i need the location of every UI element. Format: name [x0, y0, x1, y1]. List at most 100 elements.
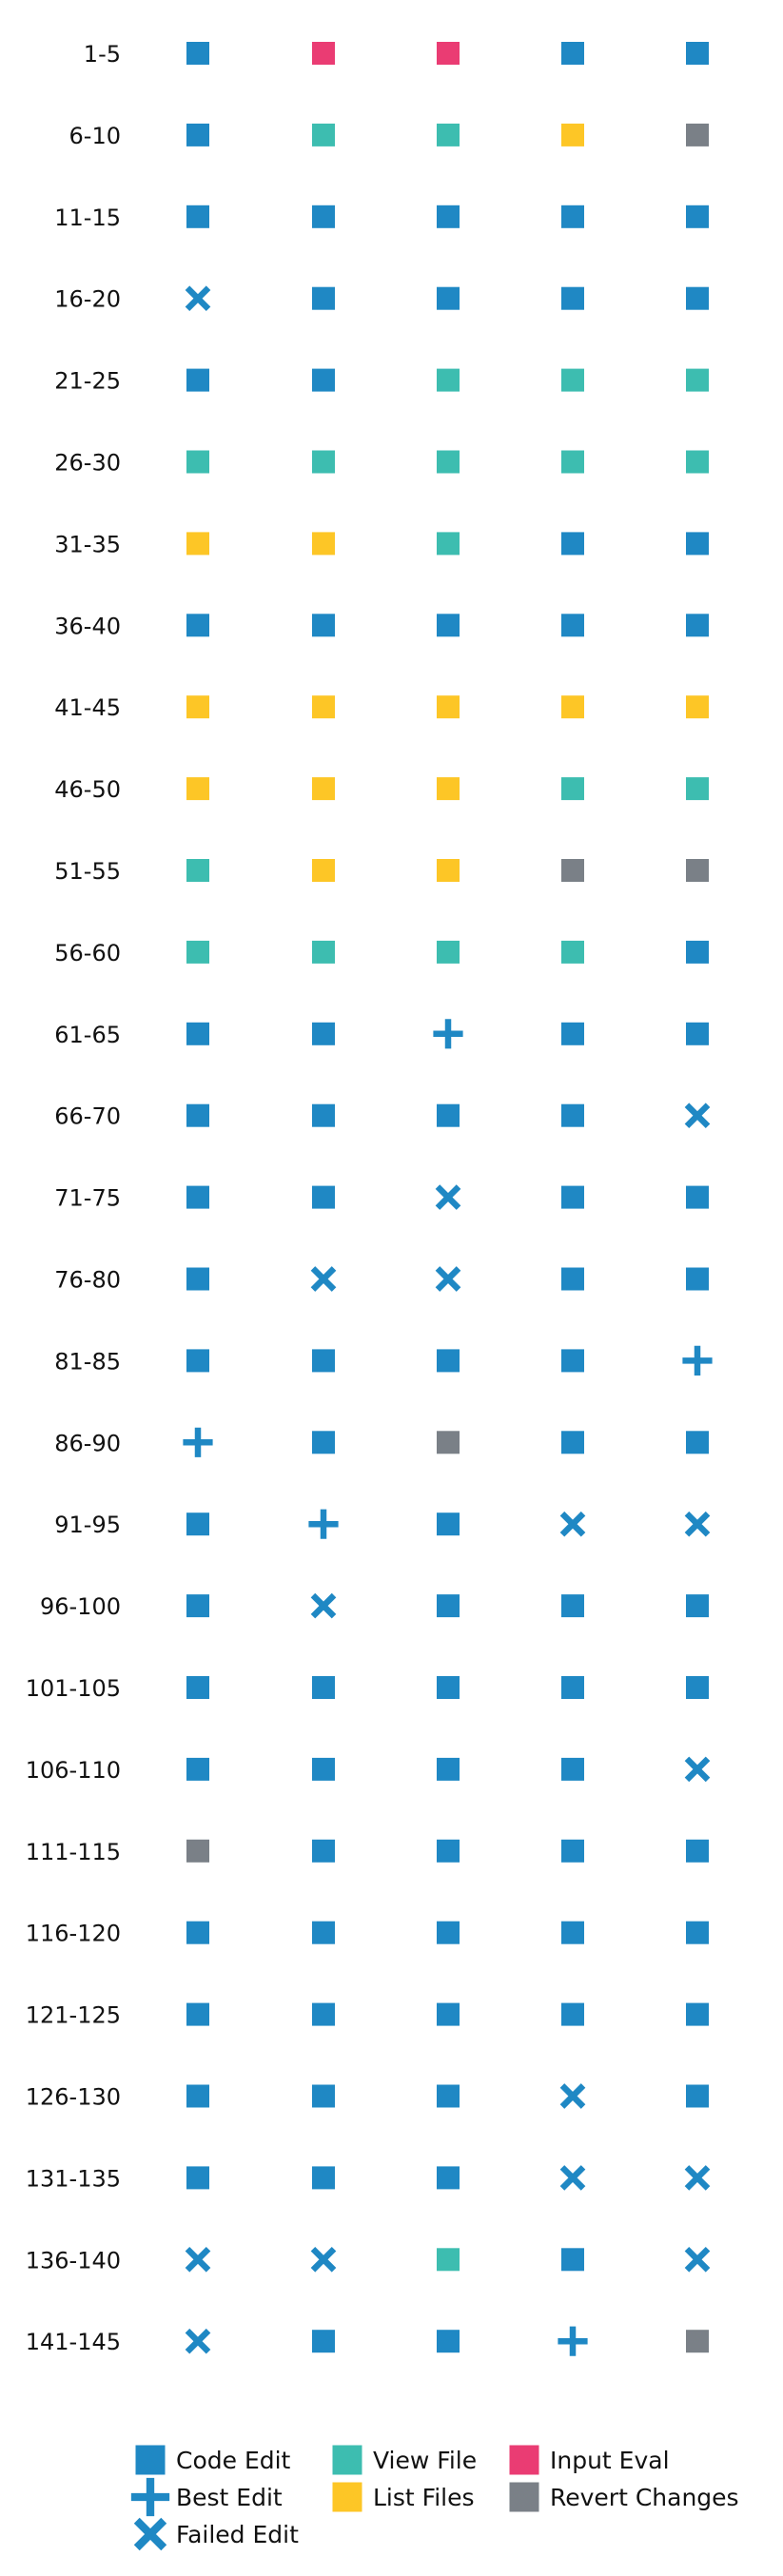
marker-code	[686, 1676, 709, 1699]
marker-failed	[684, 2246, 711, 2273]
marker-code	[437, 1921, 460, 1944]
marker-view	[312, 940, 335, 964]
marker-list	[437, 695, 460, 719]
marker-view	[686, 450, 709, 474]
row-label: 21-25	[54, 368, 121, 395]
marker-view	[312, 450, 335, 474]
marker-code	[186, 1103, 209, 1127]
row-label: 66-70	[54, 1103, 121, 1130]
marker-list	[312, 777, 335, 801]
row-label: 51-55	[54, 858, 121, 885]
marker-code	[437, 2166, 460, 2190]
marker-list	[186, 695, 209, 719]
legend-label: Input Eval	[550, 2447, 670, 2474]
marker-list	[186, 532, 209, 556]
row-label: 141-145	[26, 2329, 121, 2355]
marker-code	[186, 1512, 209, 1536]
marker-view	[437, 940, 460, 964]
marker-code	[312, 1103, 335, 1127]
row-label: 136-140	[26, 2247, 121, 2274]
marker-code	[312, 2084, 335, 2108]
marker-code	[312, 1022, 335, 1045]
row-label: 81-85	[54, 1348, 121, 1375]
row-label: 26-30	[54, 450, 121, 477]
marker-code	[437, 1839, 460, 1863]
marker-code	[686, 205, 709, 228]
marker-view	[686, 368, 709, 392]
marker-code	[686, 1594, 709, 1618]
marker-code	[312, 1431, 335, 1454]
marker-list	[561, 123, 584, 146]
row-label: 11-15	[54, 205, 121, 231]
marker-code	[186, 1267, 209, 1291]
row-label: 36-40	[54, 613, 121, 639]
marker-code	[561, 286, 584, 310]
marker-code	[561, 1022, 584, 1045]
marker-revert	[686, 123, 709, 146]
marker-code	[312, 205, 335, 228]
marker-code	[186, 2002, 209, 2026]
marker-code	[561, 1757, 584, 1781]
legend-marker-best	[130, 2477, 170, 2517]
marker-code	[561, 1594, 584, 1618]
marker-best	[558, 2326, 588, 2356]
marker-best	[433, 1019, 463, 1049]
marker-list	[686, 695, 709, 719]
marker-failed	[185, 285, 211, 312]
marker-view	[561, 777, 584, 801]
marker-view	[312, 123, 335, 146]
marker-input	[312, 42, 335, 65]
marker-code	[186, 1921, 209, 1944]
marker-failed	[435, 1184, 461, 1210]
marker-revert	[686, 2330, 709, 2353]
marker-failed	[310, 1266, 337, 1292]
legend-label: Code Edit	[176, 2447, 291, 2474]
marker-code	[186, 205, 209, 228]
marker-code	[561, 1103, 584, 1127]
row-label: 41-45	[54, 694, 121, 721]
marker-code	[312, 2330, 335, 2353]
marker-code	[312, 1185, 335, 1209]
marker-input	[437, 42, 460, 65]
marker-code	[186, 1349, 209, 1373]
marker-code	[561, 1267, 584, 1291]
row-label: 116-120	[26, 1921, 121, 1947]
marker-view	[437, 368, 460, 392]
marker-view	[186, 940, 209, 964]
marker-list	[437, 777, 460, 801]
marker-code	[186, 1185, 209, 1209]
marker-revert	[437, 1431, 460, 1454]
marker-code	[561, 42, 584, 65]
row-label: 71-75	[54, 1185, 121, 1212]
marker-code	[186, 614, 209, 637]
row-label: 1-5	[84, 41, 121, 68]
marker-view	[437, 123, 460, 146]
marker-view	[686, 777, 709, 801]
marker-view	[437, 450, 460, 474]
marker-code	[686, 1267, 709, 1291]
legend-marker-view	[332, 2445, 362, 2475]
marker-best	[183, 1427, 213, 1457]
marker-code	[437, 1512, 460, 1536]
marker-code	[561, 1349, 584, 1373]
marker-list	[561, 695, 584, 719]
marker-code	[437, 2330, 460, 2353]
marker-code	[437, 1349, 460, 1373]
marker-code	[686, 2084, 709, 2108]
marker-code	[312, 2002, 335, 2026]
marker-revert	[686, 859, 709, 882]
legend-label: List Files	[373, 2484, 475, 2511]
marker-code	[437, 286, 460, 310]
marker-code	[312, 1349, 335, 1373]
marker-code	[312, 2166, 335, 2190]
marker-code	[312, 1757, 335, 1781]
marker-code	[186, 1022, 209, 1045]
marker-code	[686, 2002, 709, 2026]
row-label: 16-20	[54, 286, 121, 313]
marker-code	[186, 42, 209, 65]
marker-code	[312, 1921, 335, 1944]
marker-code	[312, 286, 335, 310]
marker-code	[561, 1921, 584, 1944]
chart-legend: Code Edit Best Edit Failed Edit View File Li…	[130, 2445, 739, 2551]
marker-code	[186, 1594, 209, 1618]
